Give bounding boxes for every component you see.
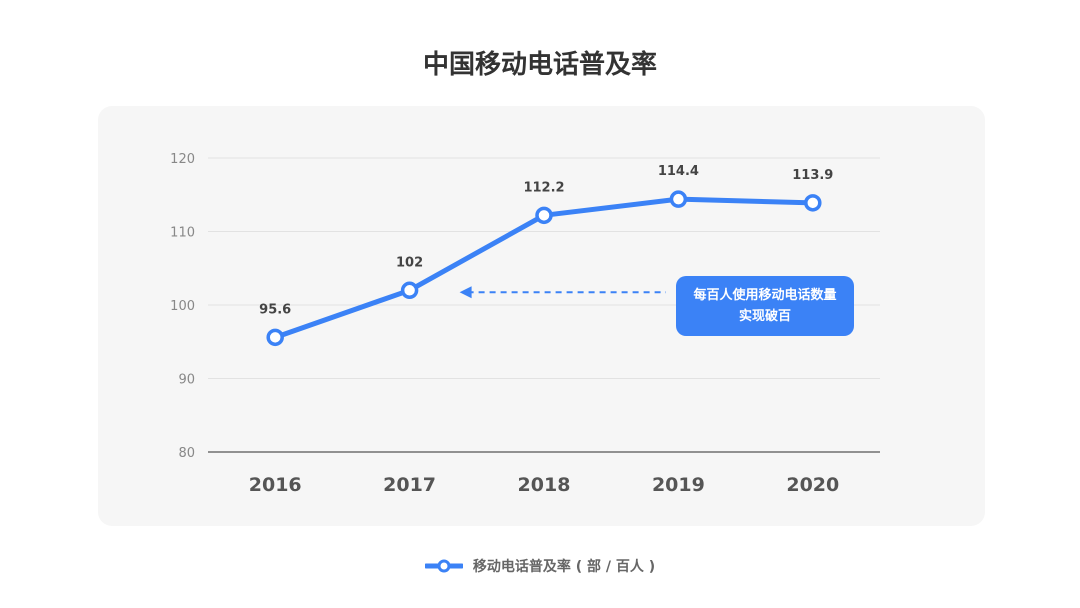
y-tick-label: 110 [170,226,195,241]
x-tick-label: 2019 [652,474,705,496]
y-axis-ticks: 80 90 100 110 120 [170,152,195,461]
data-label: 95.6 [259,302,291,317]
x-axis-ticks: 2016 2017 2018 2019 2020 [249,474,839,496]
data-label: 113.9 [792,168,833,183]
x-tick-label: 2020 [786,474,839,496]
chart-title: 中国移动电话普及率 [422,50,657,80]
legend-label: 移动电话普及率 ( 部 / 百人 ) [472,559,656,575]
x-tick-label: 2018 [518,474,571,496]
data-label: 112.2 [523,180,564,195]
data-point [266,328,284,347]
annotation-arrow-head-icon [459,286,472,299]
data-point [400,281,419,300]
x-tick-label: 2016 [249,474,302,496]
data-point [804,194,822,212]
y-tick-label: 90 [178,373,195,388]
y-tick-label: 80 [178,446,195,461]
data-point [669,190,688,208]
data-point [535,206,553,225]
legend: 移动电话普及率 ( 部 / 百人 ) [0,556,1080,576]
data-label: 102 [396,255,423,270]
legend-line-marker-icon [424,559,463,573]
y-tick-label: 100 [170,299,195,314]
annotation-arrow [459,286,666,299]
data-labels: 95.6 102 112.2 114.4 113.9 [259,164,833,317]
data-label: 114.4 [658,164,699,179]
annotation-callout: 每百人使用移动电话数量实现破百 [676,276,854,336]
y-tick-label: 120 [170,152,195,167]
x-tick-label: 2017 [383,474,436,496]
data-points [266,190,822,347]
